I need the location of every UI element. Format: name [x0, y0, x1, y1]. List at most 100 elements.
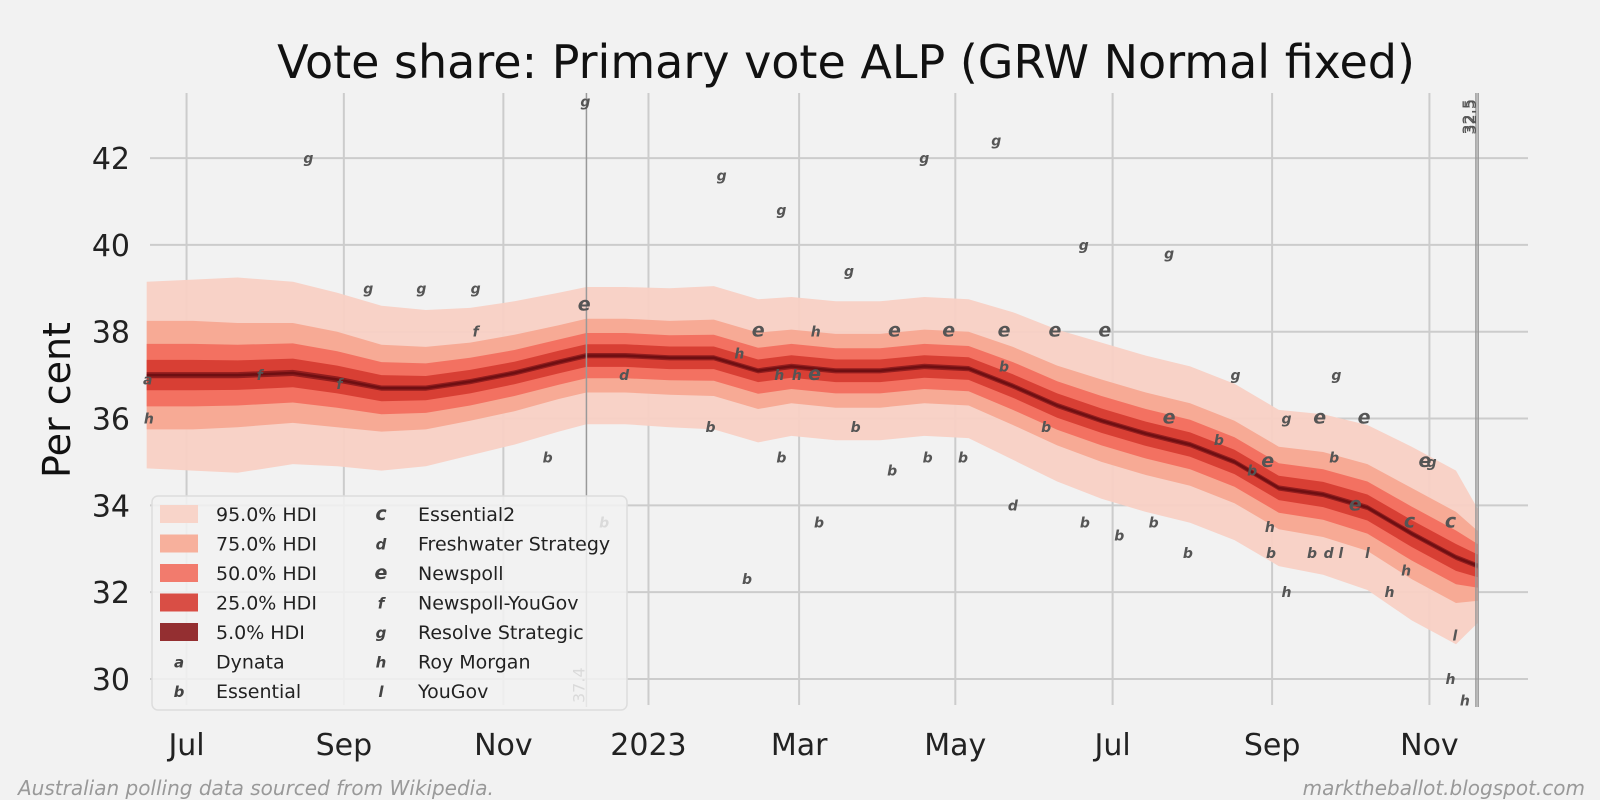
legend-label: 95.0% HDI	[216, 504, 317, 526]
legend-label: Roy Morgan	[418, 652, 531, 674]
poll-marker: e	[752, 320, 765, 342]
poll-marker: e	[1419, 450, 1432, 472]
poll-marker: b	[1114, 529, 1124, 545]
poll-marker: b	[814, 516, 824, 532]
y-tick-label: 34	[92, 489, 130, 524]
tick-labels: 30 32 34 36 38 40 42 Jul Sep Nov 2023 Mar May Jul Sep N…	[92, 142, 1459, 763]
y-axis-label: Per cent	[35, 322, 79, 478]
poll-marker: b	[1247, 464, 1257, 480]
poll-marker: h	[774, 368, 784, 384]
poll-marker: c	[1445, 511, 1457, 533]
poll-marker: h	[1385, 585, 1395, 601]
poll-marker: b	[923, 451, 933, 467]
poll-marker: e	[808, 363, 821, 385]
legend-label: 25.0% HDI	[216, 593, 317, 615]
poll-marker: e	[1163, 407, 1176, 429]
poll-marker: h	[1460, 694, 1470, 710]
poll-marker: g	[844, 264, 854, 280]
x-tick-label: Sep	[1244, 728, 1301, 763]
x-tick-label: May	[924, 728, 986, 763]
poll-marker: e	[578, 294, 591, 316]
y-tick-label: 40	[92, 229, 130, 264]
poll-marker: g	[1427, 455, 1437, 471]
hdi-bands	[146, 277, 1479, 645]
poll-marker: e	[1349, 493, 1362, 515]
poll-marker: b	[1041, 420, 1051, 436]
poll-marker: b	[776, 451, 786, 467]
legend-label: 50.0% HDI	[216, 563, 317, 585]
legend-label: 5.0% HDI	[216, 622, 305, 644]
legend-label: Resolve Strategic	[418, 622, 584, 644]
legend-label: Newspoll	[418, 563, 504, 585]
legend-marker: b	[174, 683, 185, 701]
poll-marker: h	[1401, 563, 1411, 579]
poll-marker: h	[1282, 585, 1292, 601]
x-tick-label: Nov	[474, 728, 533, 763]
legend-marker: d	[376, 536, 387, 554]
poll-marker: g	[1164, 247, 1174, 263]
legend-swatch	[160, 534, 198, 553]
poll-marker: d	[1324, 546, 1335, 562]
poll-marker: b	[887, 464, 897, 480]
poll-marker: h	[792, 368, 802, 384]
poll-marker: h	[811, 325, 821, 341]
chart-title: Vote share: Primary vote ALP (GRW Normal…	[277, 35, 1415, 89]
legend-label: Freshwater Strategy	[418, 534, 610, 556]
poll-marker: g	[919, 151, 929, 167]
poll-marker: g	[416, 281, 426, 297]
legend-swatch	[160, 505, 198, 523]
legend-label: Essential2	[418, 504, 515, 526]
poll-marker: b	[999, 359, 1009, 375]
poll-marker: d	[619, 368, 630, 384]
poll-marker: h	[144, 412, 154, 428]
legend-marker: a	[174, 654, 184, 672]
poll-marker: l	[1338, 546, 1343, 562]
hdi-band	[146, 333, 1479, 588]
poll-marker: b	[1329, 451, 1339, 467]
poll-marker: e	[1358, 407, 1371, 429]
legend-label: Newspoll-YouGov	[418, 593, 579, 615]
legend-marker: c	[375, 503, 387, 525]
poll-marker: b	[1307, 546, 1317, 562]
legend-swatch	[160, 593, 198, 612]
legend-marker: e	[375, 562, 388, 584]
poll-marker: e	[998, 320, 1011, 342]
poll-marker: l	[1452, 629, 1457, 645]
legend-label: 75.0% HDI	[216, 534, 317, 556]
poll-marker: g	[580, 95, 590, 111]
poll-marker: g	[471, 281, 481, 297]
legend: 95.0% HDI 75.0% HDI 50.0% HDI 25.0% HDI 5.0%…	[151, 495, 628, 711]
poll-marker: e	[1261, 450, 1274, 472]
reference-line-label: 32.5	[1459, 99, 1478, 135]
legend-label: Dynata	[216, 652, 285, 674]
y-tick-label: 38	[92, 316, 130, 351]
legend-marker: l	[378, 683, 384, 701]
poll-marker: g	[1282, 412, 1292, 428]
x-tick-label: Sep	[316, 728, 373, 763]
y-tick-label: 32	[92, 576, 130, 611]
poll-marker: b	[958, 451, 968, 467]
legend-marker: g	[376, 624, 387, 642]
reference-line-label: 32.5	[1461, 99, 1480, 135]
poll-marker: g	[1079, 238, 1089, 254]
x-tick-label: 2023	[610, 728, 686, 763]
x-tick-label: Jul	[166, 728, 204, 763]
poll-marker: b	[851, 420, 861, 436]
poll-marker: h	[1265, 520, 1275, 536]
poll-marker: b	[1080, 516, 1090, 532]
legend-label: YouGov	[417, 681, 488, 703]
poll-marker: e	[1049, 320, 1062, 342]
poll-marker: b	[705, 420, 715, 436]
hdi-band	[146, 344, 1479, 578]
legend-swatch	[160, 564, 198, 582]
poll-marker: e	[1313, 407, 1326, 429]
poll-marker: g	[1331, 368, 1341, 384]
poll-marker: c	[1404, 511, 1416, 533]
poll-marker: b	[1149, 516, 1159, 532]
poll-marker: e	[942, 320, 955, 342]
legend-swatch	[160, 623, 198, 641]
y-tick-label: 42	[92, 142, 130, 177]
poll-marker: b	[742, 572, 752, 588]
poll-marker: a	[143, 372, 152, 388]
